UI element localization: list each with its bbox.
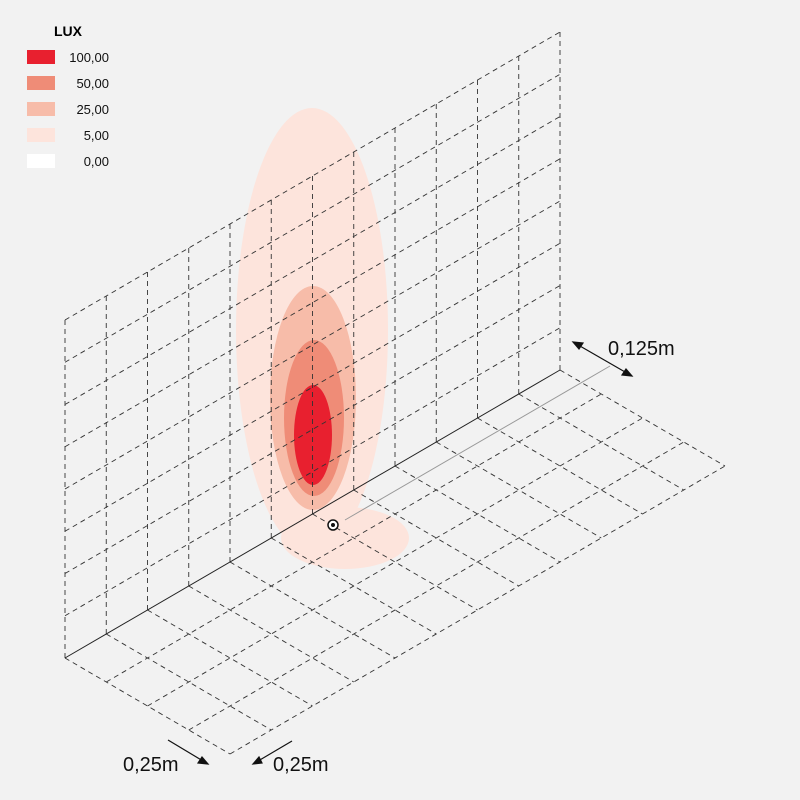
floor-line [188, 441, 684, 731]
floor-width-label: 0,25m [123, 754, 179, 776]
floor-line [106, 393, 602, 683]
wall-base-line [64, 369, 561, 659]
floor-depth-line [106, 633, 272, 731]
wall-horizontal-line [64, 158, 561, 448]
floor-depth-label: 0,25m [273, 754, 329, 776]
dim-arrows [196, 755, 263, 765]
legend-swatch [27, 154, 55, 168]
zone-100 [294, 385, 332, 485]
dim-line [572, 341, 633, 377]
legend: 100,00 50,00 25,00 5,00 0,00 [27, 50, 109, 169]
illuminance-zones [236, 108, 409, 569]
wall-horizontal-line [64, 31, 561, 321]
floor-depth-line [394, 465, 561, 563]
grid [64, 31, 726, 755]
legend-title: LUX [54, 23, 83, 39]
floor-depth-line [353, 489, 519, 587]
floor-depth-line [188, 585, 354, 683]
legend-label: 25,00 [76, 102, 109, 117]
floor-depth-line [559, 369, 726, 467]
floor-depth-line [436, 441, 602, 539]
legend-label: 0,00 [84, 154, 109, 169]
wall-horizontal-line [64, 200, 561, 490]
floor-line [229, 465, 726, 755]
legend-label: 5,00 [84, 128, 109, 143]
legend-swatch [27, 50, 55, 64]
floor-depth-line [147, 609, 313, 707]
wall-horizontal-line [64, 242, 561, 532]
wall-horizontal-line [64, 285, 561, 574]
luminaire-dot [331, 523, 335, 527]
offset-line [344, 365, 611, 521]
wall-horizontal-line [64, 73, 561, 363]
luminaire [327, 365, 611, 531]
floor-depth-line [229, 561, 396, 659]
wall-horizontal-line [64, 327, 561, 617]
legend-swatch [27, 76, 55, 90]
floor-depth-line [518, 393, 684, 491]
floor-line [147, 417, 643, 707]
legend-swatch [27, 128, 55, 142]
legend-label: 50,00 [76, 76, 109, 91]
wall-offset-label: 0,125m [608, 338, 675, 360]
dim-arrows [571, 341, 634, 377]
floor-depth-line [312, 513, 478, 611]
dimension-markers [167, 341, 634, 765]
floor-depth-line [477, 417, 643, 515]
floor-depth-line [271, 537, 437, 635]
legend-label: 100,00 [69, 50, 109, 65]
legend-swatch [27, 102, 55, 116]
wall-horizontal-line [64, 116, 561, 405]
floor-depth-line [64, 657, 231, 755]
